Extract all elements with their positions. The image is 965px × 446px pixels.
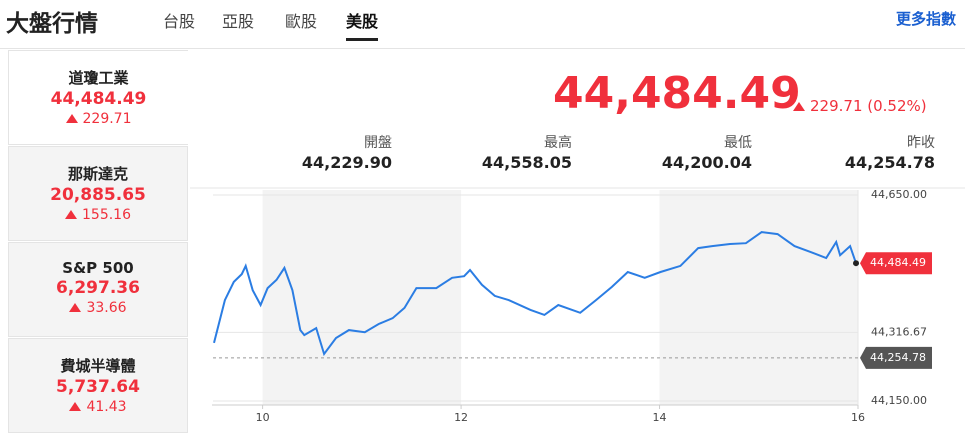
index-item[interactable]: S&P 500 6,297.36 33.66 xyxy=(8,242,188,337)
index-change-row: 41.43 xyxy=(9,399,187,415)
index-change-row: 155.16 xyxy=(9,207,187,223)
index-change-row: 229.71 xyxy=(9,111,188,127)
shaded-band xyxy=(659,190,858,405)
last-point xyxy=(853,260,860,267)
stat-value: 44,558.05 xyxy=(481,153,572,172)
up-arrow xyxy=(65,210,77,219)
x-tick-label: 10 xyxy=(256,411,270,424)
up-arrow xyxy=(69,303,82,312)
index-item[interactable]: 那斯達克 20,885.65 155.16 xyxy=(8,146,188,241)
page-title: 大盤行情 xyxy=(6,11,98,37)
last-price-tag-bg xyxy=(860,252,932,275)
stat-value: 44,200.04 xyxy=(661,153,752,172)
index-name: 道瓊工業 xyxy=(68,69,129,87)
last-price-tag-label: 44,484.49 xyxy=(870,256,926,269)
tab[interactable]: 台股 xyxy=(163,12,196,31)
more-link[interactable]: 更多指數 xyxy=(895,10,956,28)
stat-value: 44,229.90 xyxy=(301,153,392,172)
stat-label: 開盤 xyxy=(364,135,392,151)
x-tick-label: 12 xyxy=(454,411,468,424)
x-tick-label: 14 xyxy=(653,411,667,424)
index-price: 6,297.36 xyxy=(56,278,140,298)
index-change: 155.16 xyxy=(82,207,131,223)
quote-change: 229.71 (0.52%) xyxy=(793,97,927,115)
tab[interactable]: 亞股 xyxy=(222,12,255,31)
y-tick-label: 44,316.67 xyxy=(871,325,927,338)
index-name: S&P 500 xyxy=(62,259,134,277)
y-tick-label: 44,150.00 xyxy=(871,394,927,407)
tab[interactable]: 美股 xyxy=(346,8,379,41)
index-name: 費城半導體 xyxy=(60,357,136,375)
up-arrow xyxy=(793,102,805,111)
prev-close-tag-bg xyxy=(860,346,932,369)
index-change: 229.71 xyxy=(82,111,132,127)
index-change: 33.66 xyxy=(86,300,127,316)
stat-value: 44,254.78 xyxy=(844,153,935,172)
price-line xyxy=(213,231,857,357)
index-price: 44,484.49 xyxy=(50,89,147,109)
change-text: 229.71 (0.52%) xyxy=(810,97,927,115)
index-name: 那斯達克 xyxy=(67,165,128,183)
index-price: 5,737.64 xyxy=(56,377,140,397)
up-arrow xyxy=(69,402,82,411)
index-change-row: 33.66 xyxy=(9,300,187,316)
x-tick-label: 16 xyxy=(851,411,865,424)
divider xyxy=(0,48,965,49)
index-change: 41.43 xyxy=(86,399,127,415)
index-price: 20,885.65 xyxy=(50,185,146,205)
index-item[interactable]: 費城半導體 5,737.64 41.43 xyxy=(8,338,188,433)
up-arrow xyxy=(65,114,78,123)
shaded-band xyxy=(262,190,462,405)
prev-close-tag-label: 44,254.78 xyxy=(870,351,926,364)
stat-label: 最高 xyxy=(544,135,572,151)
index-item[interactable]: 道瓊工業 44,484.49 229.71 xyxy=(8,50,188,145)
tab[interactable]: 歐股 xyxy=(285,12,318,31)
quote-price: 44,484.49 xyxy=(553,68,801,119)
y-tick-label: 44,650.00 xyxy=(871,188,927,201)
stat-label: 昨收 xyxy=(907,135,935,151)
stat-label: 最低 xyxy=(724,135,752,151)
